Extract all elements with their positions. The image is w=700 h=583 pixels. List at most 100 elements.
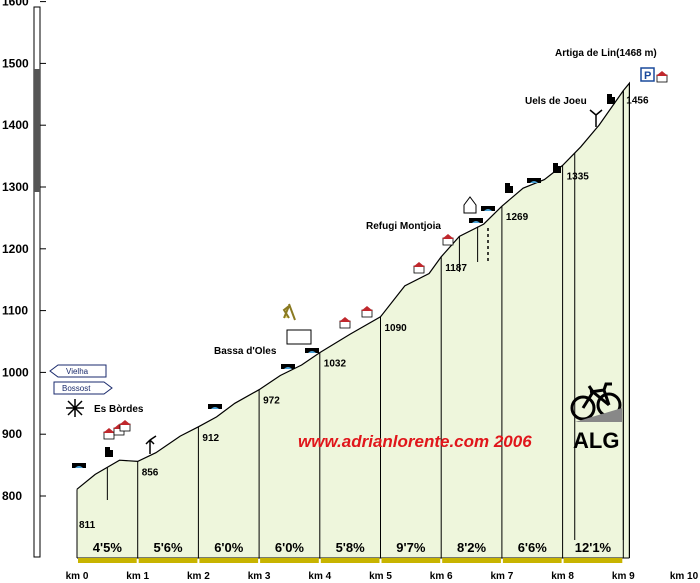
fountain-icon-3 <box>607 94 615 104</box>
water-icon-2 <box>284 367 292 369</box>
gradient-label-2: 6'0% <box>214 540 244 555</box>
gradient-label-6: 8'2% <box>457 540 487 555</box>
elevation-label-km8: 1335 <box>567 171 590 182</box>
gradient-label-7: 6'6% <box>518 540 548 555</box>
y-tick-label-1600: 1600 <box>2 0 29 9</box>
fountain-icon-2 <box>553 163 561 173</box>
gradient-bar-8 <box>563 558 623 563</box>
water-icon-5 <box>472 221 480 223</box>
fountain-icon-1 <box>505 183 513 193</box>
house-icon-0 <box>103 431 115 440</box>
x-tick-label-km9: km 9 <box>612 571 635 582</box>
y-tick-label-1000: 1000 <box>2 365 29 379</box>
roof-icon-2 <box>119 420 131 425</box>
x-tick-label-km6: km 6 <box>430 571 453 582</box>
chapel-icon <box>463 196 477 214</box>
bike-logo: ALG <box>570 382 622 453</box>
y-tick-label-1500: 1500 <box>2 56 29 70</box>
gradient-bar-4 <box>320 558 380 563</box>
profile-area <box>77 83 630 558</box>
y-tick-label-1400: 1400 <box>2 118 29 132</box>
bridge-icon-5 <box>469 218 483 223</box>
roof-icon-3 <box>339 317 351 322</box>
y-tick-label-1200: 1200 <box>2 242 29 256</box>
place-label-bassa-doles: Bassa d'Oles <box>214 346 277 357</box>
gradient-bar-3 <box>260 558 319 563</box>
house-icon-6 <box>442 237 454 246</box>
fork-signpost-icon <box>589 109 603 127</box>
elevation-label-km7: 1269 <box>506 212 529 223</box>
x-tick-label-km10: km 10 <box>670 571 699 582</box>
bridge-icon-6 <box>527 178 541 183</box>
sign-vielha: Vielha <box>49 364 107 378</box>
roof-icon-6 <box>442 234 454 239</box>
water-icon-3 <box>308 351 316 353</box>
gradient-bar-6 <box>442 558 501 563</box>
gradient-label-5: 9'7% <box>396 540 426 555</box>
credit-watermark: www.adrianlorente.com 2006 <box>298 432 532 451</box>
x-tick-label-km1: km 1 <box>126 571 149 582</box>
x-tick-label-km8: km 8 <box>551 571 574 582</box>
roof-icon-4 <box>361 306 373 311</box>
gradient-bar-5 <box>381 558 441 563</box>
elevation-label-km3: 972 <box>263 396 280 407</box>
place-label-es-bordes: Es Bòrdes <box>94 404 144 415</box>
logo-text: ALG <box>573 428 619 453</box>
bridge-icon-2 <box>281 364 295 369</box>
place-label-refugi-montjoia: Refugi Montjoia <box>366 221 441 232</box>
x-tick-label-km0: km 0 <box>66 571 89 582</box>
x-tick-label-km7: km 7 <box>491 571 514 582</box>
elevation-label-km4: 1032 <box>324 359 347 370</box>
house-icon-3 <box>339 320 351 329</box>
water-icon-6 <box>530 181 538 183</box>
gradient-label-1: 5'6% <box>153 540 183 555</box>
gradient-label-3: 6'0% <box>275 540 305 555</box>
gradient-bar-2 <box>199 558 259 563</box>
elevation-label-km9: 1456 <box>626 96 649 107</box>
bridge-icon-3 <box>305 348 319 353</box>
water-icon-4 <box>484 209 492 211</box>
elevation-label-km0: 811 <box>79 520 96 531</box>
tree-icon <box>282 303 296 321</box>
signpost-icon <box>145 435 157 454</box>
water-icon-1 <box>211 407 219 409</box>
roof-icon-7 <box>656 71 668 76</box>
parking-sign: P <box>640 67 655 82</box>
elevation-label-km6: 1187 <box>445 263 467 274</box>
gradient-label-0: 4'5% <box>93 540 123 555</box>
sign-vielha-label: Vielha <box>66 367 89 376</box>
water-icon-0 <box>75 466 83 468</box>
fence-icon <box>286 329 312 345</box>
gradient-bar-0 <box>78 558 137 563</box>
parking-sign-label: P <box>644 70 651 82</box>
bicycle-icon <box>570 382 622 421</box>
gradient-label-8: 12'1% <box>575 540 612 555</box>
place-label-artiga-de-lin: Artiga de Lin(1468 m) <box>555 48 657 59</box>
gradient-bar-1 <box>138 558 198 563</box>
y-tick-label-1300: 1300 <box>2 180 29 194</box>
sign-bossost-label: Bossost <box>62 384 91 393</box>
house-icon-7 <box>656 74 668 83</box>
bridge-icon-4 <box>481 206 495 211</box>
y-scale-bar-dark-segment <box>34 69 40 192</box>
roof-icon-5 <box>413 262 425 267</box>
house-icon-2 <box>119 423 131 432</box>
y-scale-bar-outline <box>33 6 41 558</box>
y-tick-label-800: 800 <box>2 489 22 503</box>
roof-icon-0 <box>103 428 115 433</box>
y-tick-label-1100: 1100 <box>2 304 28 318</box>
y-tick-label-900: 900 <box>2 427 22 441</box>
slope-wedge-icon <box>575 408 622 422</box>
x-tick-label-km2: km 2 <box>187 571 210 582</box>
asterisk-icon <box>66 399 84 417</box>
elevation-label-km2: 912 <box>202 433 219 444</box>
gradient-label-4: 5'8% <box>336 540 366 555</box>
x-tick-label-km5: km 5 <box>369 571 392 582</box>
sign-bossost: Bossost <box>53 381 113 395</box>
bridge-icon-1 <box>208 404 222 409</box>
house-icon-5 <box>413 265 425 274</box>
x-tick-label-km3: km 3 <box>248 571 271 582</box>
house-icon-4 <box>361 309 373 318</box>
x-tick-label-km4: km 4 <box>308 571 331 582</box>
